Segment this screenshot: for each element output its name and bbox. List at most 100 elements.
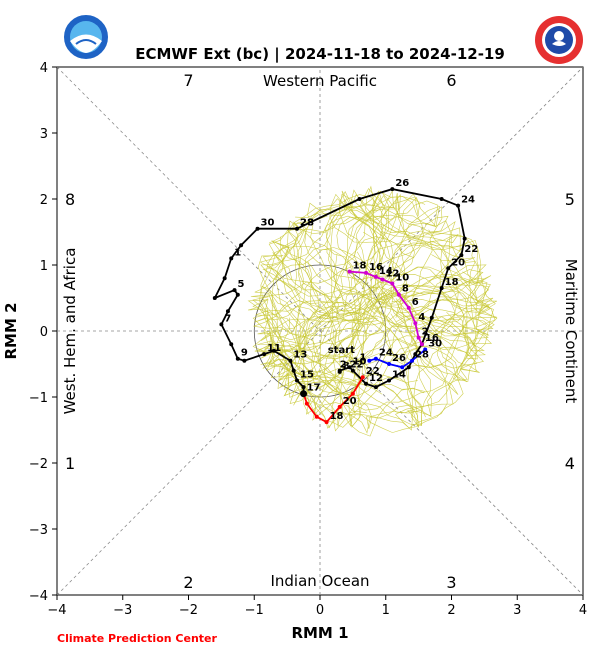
ensemble-member-line	[265, 269, 484, 367]
observed-tail-point	[387, 378, 392, 383]
x-tick-label: −1	[245, 603, 264, 618]
forecast-week1-day-label: 18	[353, 261, 367, 272]
observed-tail-day-label: 8	[343, 361, 350, 372]
observed-tail-point	[364, 381, 369, 386]
observed-series-day-label: 9	[241, 348, 248, 359]
ensemble-member-line	[312, 266, 423, 426]
extra-day-label: 2	[340, 359, 347, 370]
ensemble-member-line	[289, 193, 394, 416]
observed-series-point	[219, 322, 224, 327]
observed-tail-day-label: 12	[369, 373, 383, 384]
observed-series-day-label: 7	[224, 313, 231, 324]
ensemble-member-line	[260, 290, 414, 431]
observed-tail-point	[347, 365, 352, 370]
observed-series-point	[301, 385, 306, 390]
observed-series-point	[229, 342, 234, 347]
x-tick-label: 0	[316, 603, 324, 618]
forecast-week2-day-label: 26	[392, 353, 406, 364]
forecast-week3-point	[304, 401, 309, 406]
nws-logo	[535, 16, 583, 64]
observed-tail-day-label: 24	[461, 195, 475, 206]
forecast-week1-day-label: 2	[422, 327, 429, 338]
observed-series-point	[239, 243, 244, 248]
forecast-week1-day-label: 14	[379, 266, 393, 277]
x-tick-label: −4	[47, 603, 66, 618]
forecast-week2-day-label: 28	[415, 350, 429, 361]
forecast-week3-day-label: 20	[343, 396, 357, 407]
observed-series-point	[262, 352, 267, 357]
observed-series-day-label: 5	[238, 279, 245, 290]
credit-label: Climate Prediction Center	[57, 632, 217, 645]
forecast-week2-point	[400, 365, 405, 370]
forecast-week1-point	[380, 277, 385, 282]
forecast-week2-day-label: 24	[379, 348, 393, 359]
phase-number: 1	[65, 454, 75, 473]
forecast-week2-day-label: 30	[428, 338, 442, 349]
observed-tail-point	[390, 187, 395, 192]
ensemble-member-line	[250, 227, 492, 340]
observed-tail-point	[439, 197, 444, 201]
forecast-week2-point	[423, 347, 428, 352]
y-tick-label: −2	[29, 457, 48, 472]
observed-tail-day-label: 20	[451, 257, 465, 268]
observed-series-day-label: 15	[300, 370, 314, 381]
observed-tail-point	[413, 352, 418, 357]
y-tick-label: −3	[29, 523, 48, 538]
observed-tail-point	[446, 266, 451, 271]
ensemble-member-line	[284, 198, 421, 414]
phase-number: 3	[446, 573, 456, 592]
observed-series-point	[212, 296, 217, 300]
forecast-week1-point	[396, 292, 401, 297]
ensemble-member-line	[247, 299, 478, 369]
y-tick-label: 0	[40, 325, 48, 340]
ensemble-member-line	[307, 261, 470, 395]
forecast-week1-day-label: 16	[369, 262, 383, 273]
observed-tail-point	[373, 385, 378, 390]
observed-tail-point	[459, 253, 464, 258]
forecast-week1-point	[416, 335, 421, 340]
forecast-week1-point	[390, 281, 395, 286]
noaa-logo	[62, 13, 110, 61]
ensemble-member-line	[253, 202, 383, 395]
region-label-left: West. Hem. and Africa	[61, 248, 79, 415]
start-label: start	[328, 345, 355, 356]
ensemble-member-line	[252, 222, 362, 415]
observed-series-day-label: 30	[261, 218, 275, 229]
x-tick-label: 1	[382, 603, 390, 618]
y-tick-label: 4	[40, 61, 48, 76]
forecast-week1-line	[349, 270, 423, 345]
observed-series-day-label: 13	[293, 350, 307, 361]
forecast-week2-point	[367, 358, 372, 363]
x-tick-label: 3	[513, 603, 521, 618]
ensemble-member-line	[257, 318, 364, 428]
forecast-week3-day-label: 22	[366, 366, 380, 377]
phase-number: 8	[65, 190, 75, 209]
observed-tail-day-label: 10	[353, 356, 367, 367]
phase-numbers: 7 68 51 42 3	[65, 71, 575, 592]
observed-tail-day-label: 28	[300, 218, 314, 229]
forecast-week1-point	[413, 321, 418, 326]
observed-tail-point	[350, 368, 355, 373]
observed-series-day-label: 11	[267, 343, 281, 354]
extra-day-label: 1	[359, 353, 366, 364]
ensemble-member-line	[280, 236, 498, 344]
observed-tail-point	[337, 369, 342, 374]
ensemble-member-line	[268, 194, 494, 317]
observed-series-point	[294, 378, 299, 383]
forecast-week1-point	[419, 342, 424, 347]
forecast-week1-day-label: 10	[395, 272, 409, 283]
x-tick-label: −3	[113, 603, 132, 618]
forecast-week2-point	[387, 362, 392, 366]
forecast-week1-point	[406, 305, 411, 310]
forecast-week3-point	[314, 414, 319, 419]
ensemble-members	[247, 185, 498, 437]
phase-number: 5	[565, 190, 575, 209]
forecast-week3-point	[360, 375, 365, 380]
observed-tail-point	[294, 226, 299, 231]
forecast-week1-day-label: 12	[385, 269, 399, 280]
y-tick-label: −4	[29, 589, 48, 604]
region-label-right: Maritime Continent	[562, 259, 580, 404]
forecast-week1-day-label: 4	[418, 312, 425, 323]
observed-series-point	[229, 256, 234, 261]
